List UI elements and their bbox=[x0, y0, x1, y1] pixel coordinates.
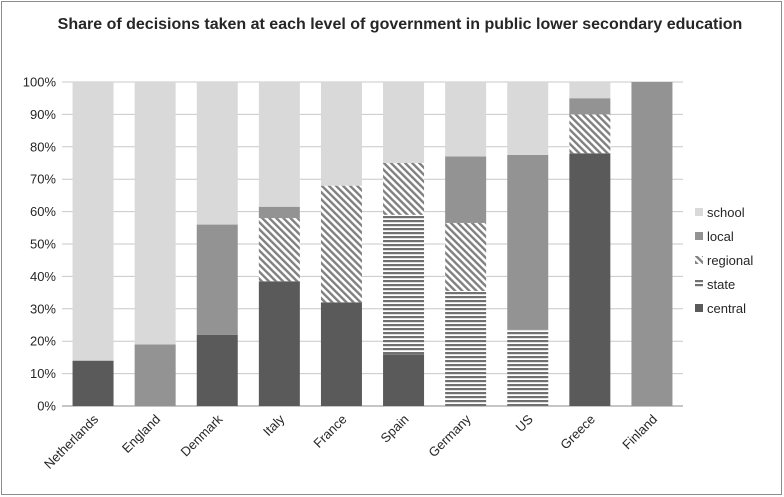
legend-swatch-central bbox=[695, 304, 703, 312]
bar-segment-regional bbox=[258, 218, 300, 282]
legend-label-central: central bbox=[707, 301, 746, 316]
y-tick-label: 10% bbox=[30, 366, 56, 381]
legend-swatch-local bbox=[695, 232, 703, 240]
bar-segment-local bbox=[507, 154, 549, 330]
x-tick-label: Italy bbox=[260, 411, 288, 439]
bar-segment-local bbox=[258, 206, 300, 219]
x-tick-label: Netherlands bbox=[41, 411, 102, 472]
x-tick-label: Greece bbox=[557, 412, 598, 453]
bar-segment-central bbox=[383, 354, 425, 406]
bar-segment-central bbox=[258, 281, 300, 406]
x-tick-label: England bbox=[119, 412, 163, 456]
bar-segment-central bbox=[320, 302, 362, 406]
chart-title: Share of decisions taken at each level o… bbox=[57, 16, 743, 33]
x-tick-label: Germany bbox=[425, 411, 474, 460]
bar-segment-school bbox=[134, 82, 176, 345]
x-tick-label: Spain bbox=[378, 412, 412, 446]
y-tick-label: 80% bbox=[30, 139, 56, 154]
y-tick-label: 70% bbox=[30, 172, 56, 187]
bar-segment-regional bbox=[320, 185, 362, 303]
x-tick-label: Finland bbox=[619, 412, 660, 453]
legend-label-state: state bbox=[707, 277, 735, 292]
bar-segment-local bbox=[631, 82, 673, 406]
y-tick-label: 100% bbox=[23, 75, 57, 90]
bar-segment-local bbox=[196, 224, 238, 335]
legend-swatch-regional bbox=[695, 256, 703, 264]
bar-segment-central bbox=[196, 334, 238, 406]
legend-label-regional: regional bbox=[707, 253, 753, 268]
bar-segment-school bbox=[258, 82, 300, 207]
legend-label-school: school bbox=[707, 205, 745, 220]
bar-segment-regional bbox=[445, 222, 487, 291]
bar-segment-regional bbox=[383, 163, 425, 215]
bar-segment-school bbox=[445, 82, 487, 157]
bar-segment-school bbox=[196, 82, 238, 225]
bar-segment-central bbox=[72, 360, 114, 406]
x-tick-label: France bbox=[310, 412, 349, 451]
bar-segment-local bbox=[445, 156, 487, 223]
bar-segment-school bbox=[507, 82, 549, 155]
bar-segment-local bbox=[134, 344, 176, 406]
legend-label-local: local bbox=[707, 229, 734, 244]
bar-segment-local bbox=[569, 98, 611, 115]
bar-segment-school bbox=[569, 82, 611, 99]
y-tick-label: 0% bbox=[37, 399, 56, 414]
bar-segment-regional bbox=[569, 114, 611, 154]
x-tick-label: US bbox=[512, 411, 536, 435]
y-tick-label: 50% bbox=[30, 237, 56, 252]
y-tick-label: 60% bbox=[30, 204, 56, 219]
legend-swatch-school bbox=[695, 208, 703, 216]
x-tick-label: Denmark bbox=[177, 411, 225, 459]
y-tick-label: 40% bbox=[30, 269, 56, 284]
y-tick-label: 20% bbox=[30, 334, 56, 349]
bar-segment-central bbox=[569, 153, 611, 406]
y-tick-label: 90% bbox=[30, 107, 56, 122]
bar-segment-state bbox=[445, 290, 487, 406]
y-tick-label: 30% bbox=[30, 301, 56, 316]
bar-segment-state bbox=[383, 214, 425, 355]
legend-swatch-state bbox=[695, 280, 703, 288]
bar-segment-school bbox=[72, 82, 114, 361]
bar-segment-school bbox=[320, 82, 362, 186]
bar-segment-school bbox=[383, 82, 425, 163]
bar-segment-state bbox=[507, 329, 549, 406]
